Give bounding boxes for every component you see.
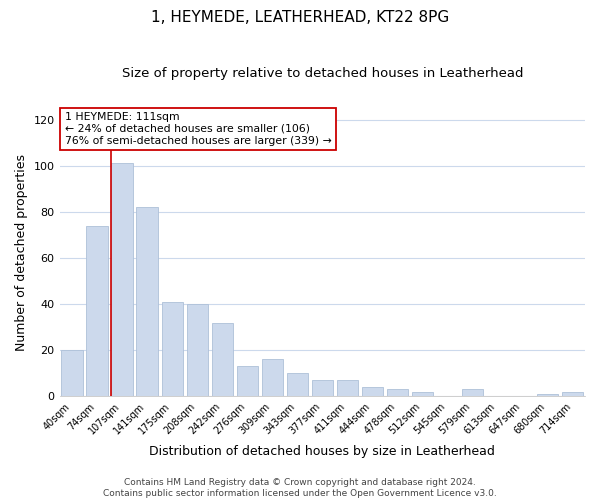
Bar (112, 164, 133, 396)
Bar (236, 366, 258, 396)
Y-axis label: Number of detached properties: Number of detached properties (15, 154, 28, 350)
Text: Contains HM Land Registry data © Crown copyright and database right 2024.
Contai: Contains HM Land Registry data © Crown c… (103, 478, 497, 498)
Text: 1, HEYMEDE, LEATHERHEAD, KT22 8PG: 1, HEYMEDE, LEATHERHEAD, KT22 8PG (151, 10, 449, 25)
Bar (262, 360, 283, 397)
Bar (311, 380, 333, 396)
Bar (337, 380, 358, 396)
Bar (61, 350, 83, 397)
Bar (136, 207, 158, 396)
Title: Size of property relative to detached houses in Leatherhead: Size of property relative to detached ho… (122, 68, 523, 80)
Bar (387, 390, 408, 396)
Bar (462, 390, 483, 396)
Bar (287, 374, 308, 396)
Bar (161, 302, 183, 396)
Bar (86, 226, 108, 396)
Bar (562, 392, 583, 396)
Bar (412, 392, 433, 396)
Text: 1 HEYMEDE: 111sqm
← 24% of detached houses are smaller (106)
76% of semi-detache: 1 HEYMEDE: 111sqm ← 24% of detached hous… (65, 112, 332, 146)
Bar (187, 304, 208, 396)
Bar (362, 387, 383, 396)
Bar (212, 322, 233, 396)
Bar (537, 394, 558, 396)
X-axis label: Distribution of detached houses by size in Leatherhead: Distribution of detached houses by size … (149, 444, 495, 458)
